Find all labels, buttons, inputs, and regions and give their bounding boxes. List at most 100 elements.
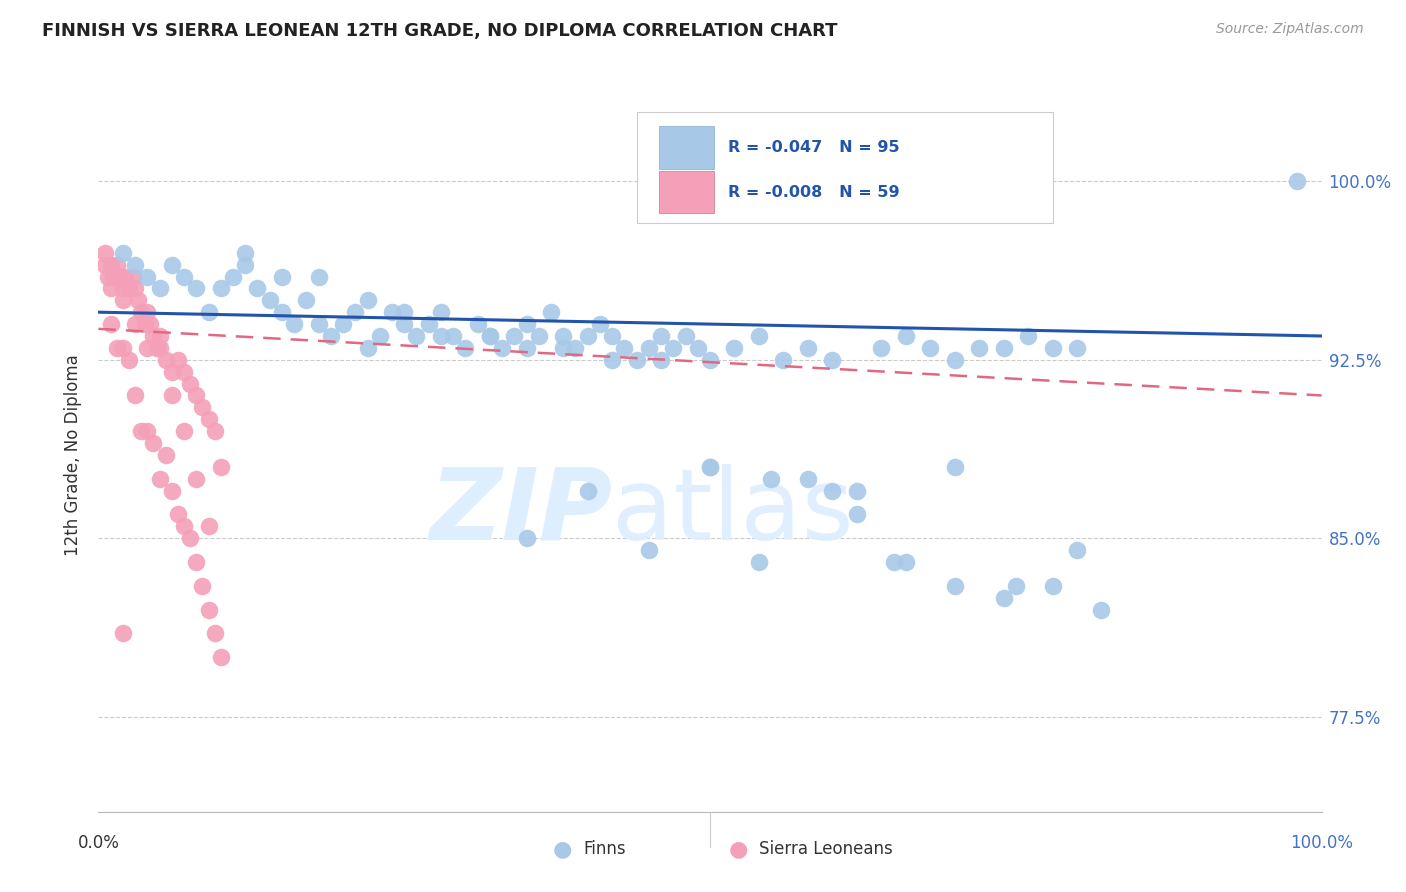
Point [186,472,208,486]
Point [100,258,122,272]
Point [114,269,136,284]
Y-axis label: 12th Grade, No Diploma: 12th Grade, No Diploma [65,354,83,556]
Point [173,269,195,284]
Point [943,459,966,474]
Point [626,352,648,367]
Point [105,258,128,272]
Point [136,424,159,438]
Point [1286,174,1309,188]
Point [600,352,623,367]
Point [127,293,149,308]
Point [136,341,159,355]
Point [142,329,165,343]
Point [319,329,342,343]
Point [870,341,893,355]
Point [1042,341,1064,355]
Point [332,317,354,331]
Text: Source: ZipAtlas.com: Source: ZipAtlas.com [1216,22,1364,37]
Point [1066,341,1088,355]
Point [540,305,562,319]
Point [270,269,294,284]
Point [686,341,709,355]
Point [308,269,330,284]
Text: ●: ● [728,839,748,859]
Point [186,281,208,295]
Point [222,269,245,284]
Point [136,269,159,284]
Point [160,483,183,498]
Point [368,329,391,343]
Point [883,555,905,569]
Point [105,341,128,355]
Point [270,305,294,319]
Point [173,519,195,533]
Point [121,269,143,284]
Point [101,269,124,284]
Point [478,329,501,343]
Point [111,293,134,308]
Point [179,531,201,545]
Point [638,543,661,558]
Point [356,293,378,308]
Point [295,293,318,308]
Point [527,329,550,343]
Point [943,352,966,367]
Point [136,305,159,319]
Point [699,459,721,474]
Point [155,352,177,367]
Point [600,329,623,343]
Point [209,459,232,474]
Point [160,365,183,379]
Point [613,341,636,355]
Point [118,352,141,367]
Point [589,317,612,331]
Point [894,329,917,343]
Point [124,388,146,402]
Point [1017,329,1039,343]
Point [576,483,599,498]
Point [149,472,172,486]
Point [821,352,844,367]
Point [515,341,537,355]
Point [748,329,770,343]
Point [845,508,868,522]
FancyBboxPatch shape [637,112,1053,223]
Text: 0.0%: 0.0% [77,834,120,852]
Point [204,424,226,438]
Point [308,317,330,331]
Point [894,555,917,569]
Point [149,341,172,355]
Point [110,269,132,284]
Point [186,555,208,569]
Point [821,483,844,498]
Point [564,341,586,355]
Point [93,258,115,272]
Point [1066,543,1088,558]
Text: Sierra Leoneans: Sierra Leoneans [759,840,893,858]
Point [186,388,208,402]
Point [129,424,152,438]
Point [943,579,966,593]
Point [418,317,440,331]
Point [100,317,122,331]
Point [197,305,219,319]
Point [1090,602,1112,616]
Point [191,401,214,415]
Point [430,329,453,343]
Point [246,281,269,295]
Point [111,626,134,640]
Point [430,305,453,319]
Point [454,341,477,355]
Point [283,317,305,331]
Point [134,317,156,331]
Point [405,329,427,343]
FancyBboxPatch shape [658,170,714,213]
Point [467,317,489,331]
FancyBboxPatch shape [658,127,714,169]
Point [173,424,195,438]
Text: R = -0.008   N = 59: R = -0.008 N = 59 [728,185,900,200]
Point [381,305,404,319]
Point [139,317,162,331]
Point [204,626,226,640]
Text: ZIP: ZIP [429,464,612,560]
